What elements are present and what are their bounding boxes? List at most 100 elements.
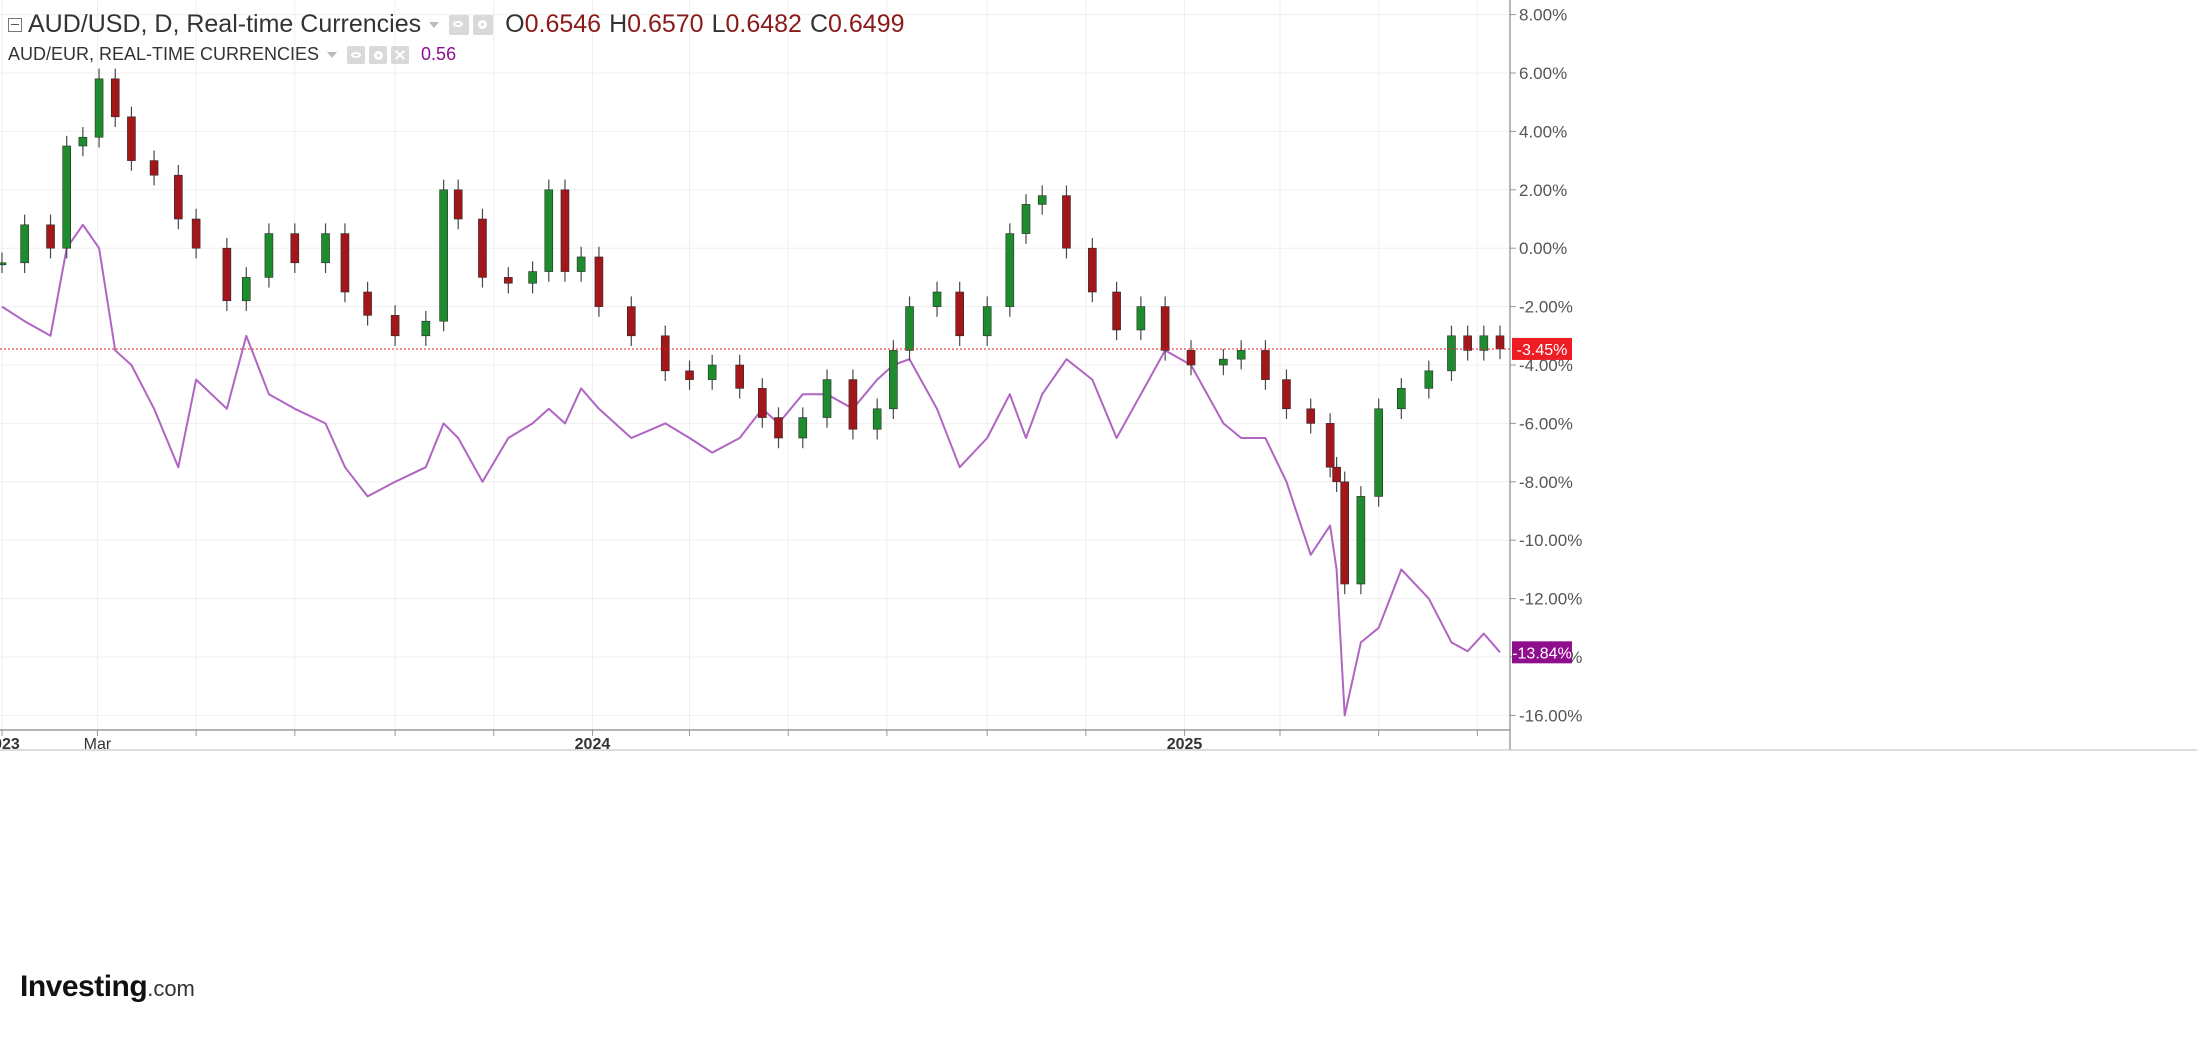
- x-tick-label: Mar: [84, 736, 112, 753]
- candle-down: [1340, 481, 1349, 585]
- candle-down: [504, 277, 513, 284]
- candle-up: [1136, 306, 1146, 331]
- candle-down: [453, 189, 463, 220]
- y-tick-label: 2.00%: [1519, 181, 1567, 200]
- low-value: 0.6482: [725, 10, 802, 38]
- collapse-legend-button[interactable]: [8, 17, 22, 32]
- last-value-label: -13.84%: [1512, 645, 1572, 662]
- logo-brand: Investing: [20, 970, 148, 1003]
- candle-up: [905, 306, 914, 351]
- candle-up: [241, 277, 251, 302]
- aud-usd-last-value: -3.45%: [1512, 337, 1572, 360]
- aud-usd-candles: [0, 68, 1505, 595]
- candle-up: [1356, 496, 1366, 585]
- y-tick-label: 4.00%: [1519, 122, 1567, 141]
- candle-up: [1236, 350, 1246, 360]
- open-label: O: [505, 10, 525, 38]
- compare-series-value: 0.56: [421, 44, 457, 64]
- aud-eur-line: [1, 223, 1501, 717]
- y-tick-label: 6.00%: [1519, 64, 1567, 83]
- y-tick-label: -6.00%: [1519, 414, 1573, 433]
- open-value: 0.6546: [524, 10, 602, 38]
- candle-up: [20, 224, 29, 264]
- candle-up: [1037, 195, 1047, 205]
- candle-down: [1062, 195, 1071, 249]
- candle-up: [889, 350, 898, 410]
- candle-up: [62, 145, 72, 249]
- y-tick-label: 0.00%: [1519, 239, 1567, 258]
- candle-down: [594, 256, 604, 307]
- axes: 8.00% 6.00% 4.00% 2.00% 0.00% -2.00% -4.00% -6.…: [0, 0, 2197, 753]
- candle-down: [735, 364, 744, 389]
- candle-up: [439, 189, 448, 322]
- candle-up: [1219, 358, 1228, 366]
- aud-eur-series: [1, 223, 1501, 717]
- candle-up: [707, 364, 717, 380]
- y-tick-label: -16.00%: [1519, 706, 1582, 725]
- x-tick-label: 2024: [575, 736, 611, 753]
- eye-icon[interactable]: [449, 14, 470, 35]
- candle-up: [576, 256, 586, 272]
- candle-down: [1088, 247, 1097, 293]
- candle-up: [822, 379, 832, 418]
- candle-up: [872, 408, 882, 430]
- candle-up: [982, 306, 992, 337]
- candle-up: [1479, 335, 1489, 351]
- candle-down: [222, 247, 232, 302]
- last-value-box: [1512, 337, 1572, 360]
- candle-down: [1282, 379, 1291, 410]
- candle-up: [421, 320, 431, 337]
- main-series-title[interactable]: AUD/USD, D, Real-time Currencies: [28, 10, 422, 38]
- candle-down: [1112, 291, 1121, 331]
- y-tick-label: -2.00%: [1519, 298, 1573, 317]
- candle-down: [290, 233, 300, 264]
- candle-down: [560, 189, 570, 272]
- candle-up: [78, 136, 88, 147]
- compare-dropdown-caret-icon[interactable]: [327, 51, 338, 58]
- y-tick-label: -10.00%: [1519, 531, 1582, 550]
- close-value: 0.6499: [828, 10, 905, 38]
- candle-down: [685, 370, 694, 380]
- compare-eye-icon[interactable]: [347, 45, 366, 64]
- candle-down: [127, 116, 136, 161]
- candle-up: [94, 78, 104, 138]
- remove-compare-icon[interactable]: [391, 45, 410, 64]
- candle-up: [321, 233, 330, 264]
- candle-down: [660, 335, 670, 372]
- candle-up: [1397, 388, 1406, 410]
- candle-down: [174, 174, 183, 220]
- compare-series-title[interactable]: AUD/EUR, REAL-TIME CURRENCIES: [8, 44, 320, 64]
- candle-down: [1261, 350, 1270, 380]
- candle-down: [848, 379, 858, 430]
- candle-up: [1021, 204, 1031, 234]
- candle-up: [0, 262, 7, 266]
- y-tick-label: -12.00%: [1519, 590, 1582, 609]
- candle-up: [1374, 408, 1383, 497]
- candle-down: [1463, 335, 1472, 351]
- y-tick-label: -8.00%: [1519, 473, 1573, 492]
- compare-series-legend: AUD/EUR, REAL-TIME CURRENCIES 0.56: [8, 44, 456, 65]
- dropdown-caret-icon[interactable]: [429, 21, 440, 28]
- candle-down: [1332, 466, 1341, 483]
- main-series-legend: AUD/USD, D, Real-time Currencies O 0.6546…: [8, 10, 905, 39]
- candle-down: [46, 224, 55, 249]
- candle-down: [110, 78, 120, 118]
- candle-down: [626, 306, 636, 337]
- candle-down: [191, 218, 201, 249]
- candle-up: [544, 189, 554, 272]
- candle-down: [1186, 350, 1196, 366]
- candle-down: [1495, 335, 1505, 350]
- close-label: C: [809, 10, 829, 38]
- aud-eur-last-value: -13.84%: [1512, 641, 1572, 664]
- candle-down: [363, 291, 372, 316]
- gear-icon[interactable]: [473, 14, 494, 35]
- compare-gear-icon[interactable]: [369, 45, 388, 64]
- candle-up: [798, 417, 808, 439]
- candle-down: [340, 233, 350, 293]
- last-value-box: [1512, 641, 1572, 664]
- grid-lines: [0, 0, 1510, 730]
- candle-down: [478, 218, 487, 278]
- candle-down: [955, 291, 964, 337]
- investing-logo: Investing.com: [20, 970, 195, 1004]
